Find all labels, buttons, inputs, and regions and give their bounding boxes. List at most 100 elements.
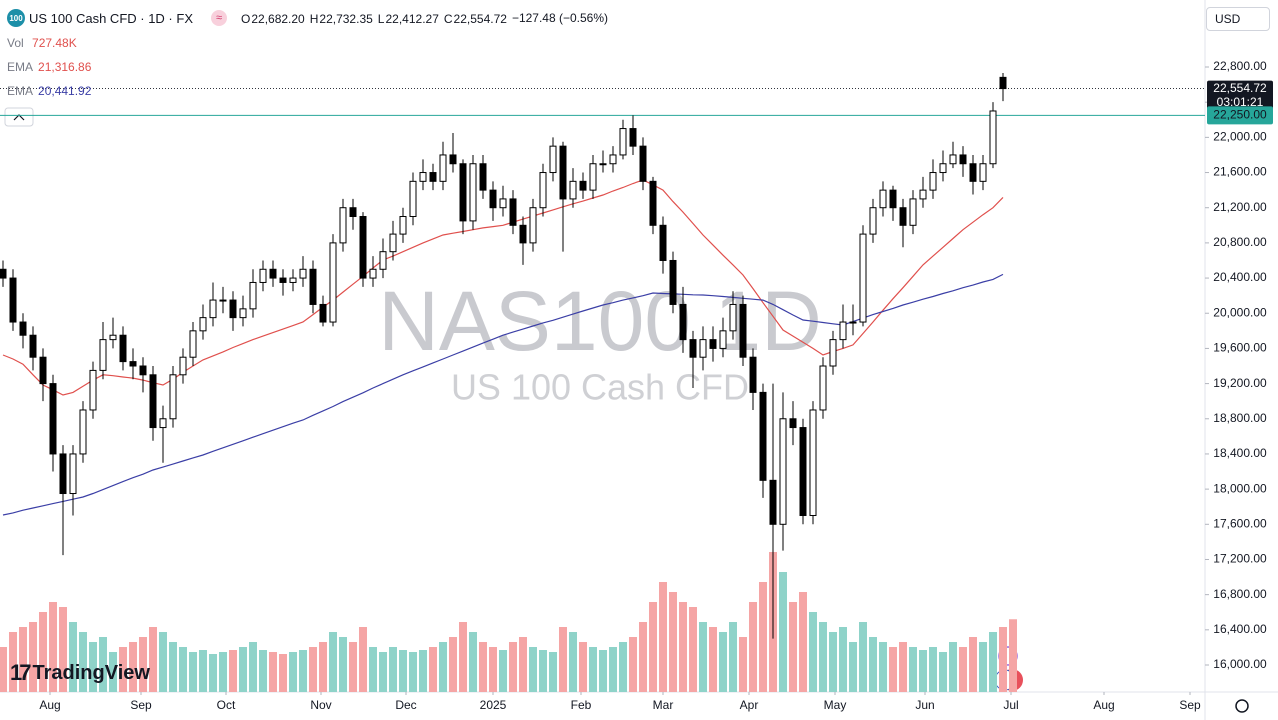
- volume-bar: [0, 647, 7, 692]
- candle-body: [119, 334, 127, 363]
- candle-body: [309, 268, 317, 305]
- candle-body: [569, 180, 577, 200]
- price-tag: [1207, 80, 1273, 111]
- candle-body: [929, 172, 937, 191]
- x-tick-label: Oct: [217, 698, 236, 712]
- ohlc-key: H: [309, 11, 319, 26]
- x-tick-label: Apr: [740, 698, 759, 712]
- candle-body: [549, 145, 557, 174]
- candle-body: [849, 321, 857, 324]
- candle-body: [859, 233, 867, 323]
- candle-body: [869, 207, 877, 235]
- volume-bar: [499, 650, 507, 692]
- volume-bar: [679, 602, 687, 692]
- volume-bar: [89, 642, 97, 692]
- volume-bar: [59, 607, 67, 692]
- candle-body: [249, 281, 257, 310]
- volume-bar: [349, 642, 357, 692]
- volume-bar: [819, 622, 827, 692]
- volume-bar: [909, 647, 917, 692]
- candle-body: [469, 163, 477, 222]
- volume-bar: [479, 642, 487, 692]
- candle-body: [359, 216, 367, 279]
- volume-bar: [579, 642, 587, 692]
- y-tick-label: 20,800.00: [1213, 235, 1267, 249]
- volume-bar: [169, 642, 177, 692]
- candle-body: [589, 163, 597, 191]
- candle-body: [189, 330, 197, 358]
- candle-body: [59, 453, 67, 495]
- candle-body: [319, 303, 327, 323]
- candle-body: [209, 299, 217, 319]
- candle-body: [219, 299, 227, 302]
- volume-bar: [419, 650, 427, 692]
- candle-body: [719, 330, 727, 349]
- candle-body: [509, 198, 517, 226]
- ema-line: [2, 273, 1004, 516]
- volume-bar: [149, 627, 157, 692]
- candle-body: [489, 189, 497, 209]
- y-tick-label: 16,000.00: [1213, 657, 1267, 671]
- ohlc-value: 22,412.27: [385, 11, 439, 26]
- volume-bar: [129, 642, 137, 692]
- volume-bar: [989, 632, 997, 692]
- y-tick-label: 18,800.00: [1213, 411, 1267, 425]
- candle-body: [19, 321, 27, 336]
- x-tick-label: Sep: [130, 698, 152, 712]
- candle-body: [629, 128, 637, 147]
- candle-body: [729, 303, 737, 332]
- volume-bar: [739, 637, 747, 692]
- y-tick-label: 21,200.00: [1213, 200, 1267, 214]
- volume-bar: [779, 572, 787, 692]
- candle-body: [949, 154, 957, 165]
- legend-value: 20,441.92: [38, 84, 92, 98]
- candle-body: [139, 365, 147, 376]
- candle-body: [839, 321, 847, 341]
- logo-icon: 17: [10, 660, 32, 685]
- volume-bar: [659, 582, 667, 692]
- candle-body: [399, 216, 407, 235]
- candle-body: [649, 180, 657, 226]
- candle-body: [579, 180, 587, 191]
- settings-icon[interactable]: [1235, 699, 1249, 713]
- volume-bar: [209, 654, 217, 692]
- y-tick-label: 19,200.00: [1213, 376, 1267, 390]
- volume-bar: [869, 637, 877, 692]
- ohlc-value: 22,682.20: [251, 11, 305, 26]
- candle-body: [39, 356, 47, 385]
- volume-bar: [669, 592, 677, 692]
- volume-bar: [9, 632, 17, 692]
- candle-body: [0, 268, 7, 279]
- candle-body: [159, 418, 167, 429]
- logo: 17 TradingView: [10, 660, 150, 686]
- candle-body: [879, 189, 887, 209]
- volume-bar: [879, 642, 887, 692]
- candle-body: [459, 163, 467, 222]
- volume-bar: [259, 650, 267, 692]
- x-tick-label: Jul: [1003, 698, 1018, 712]
- candle-body: [79, 409, 87, 455]
- candle-body: [969, 163, 977, 182]
- y-tick-label: 22,000.00: [1213, 130, 1267, 144]
- volume-bar: [379, 652, 387, 692]
- candle-body: [339, 207, 347, 244]
- symbol: US 100 Cash CFD · 1D · FX: [29, 10, 193, 26]
- candle-body: [529, 207, 537, 244]
- compare-icon[interactable]: ≈: [211, 10, 227, 26]
- x-tick-label: Aug: [1093, 698, 1114, 712]
- volume-bar: [749, 602, 757, 692]
- volume-bar: [969, 637, 977, 692]
- y-tick-label: 17,600.00: [1213, 516, 1267, 530]
- candle-body: [809, 409, 817, 517]
- volume-bar: [849, 642, 857, 692]
- currency-button[interactable]: USD: [1206, 7, 1270, 31]
- collapse-button[interactable]: [4, 107, 34, 127]
- volume-bar: [99, 637, 107, 692]
- x-tick-label: Aug: [39, 698, 60, 712]
- legend-value: 727.48K: [32, 36, 77, 50]
- candle-body: [639, 145, 647, 182]
- volume-bar: [119, 647, 127, 692]
- volume-bar: [269, 652, 277, 692]
- volume-bar: [789, 602, 797, 692]
- candle-body: [29, 334, 37, 358]
